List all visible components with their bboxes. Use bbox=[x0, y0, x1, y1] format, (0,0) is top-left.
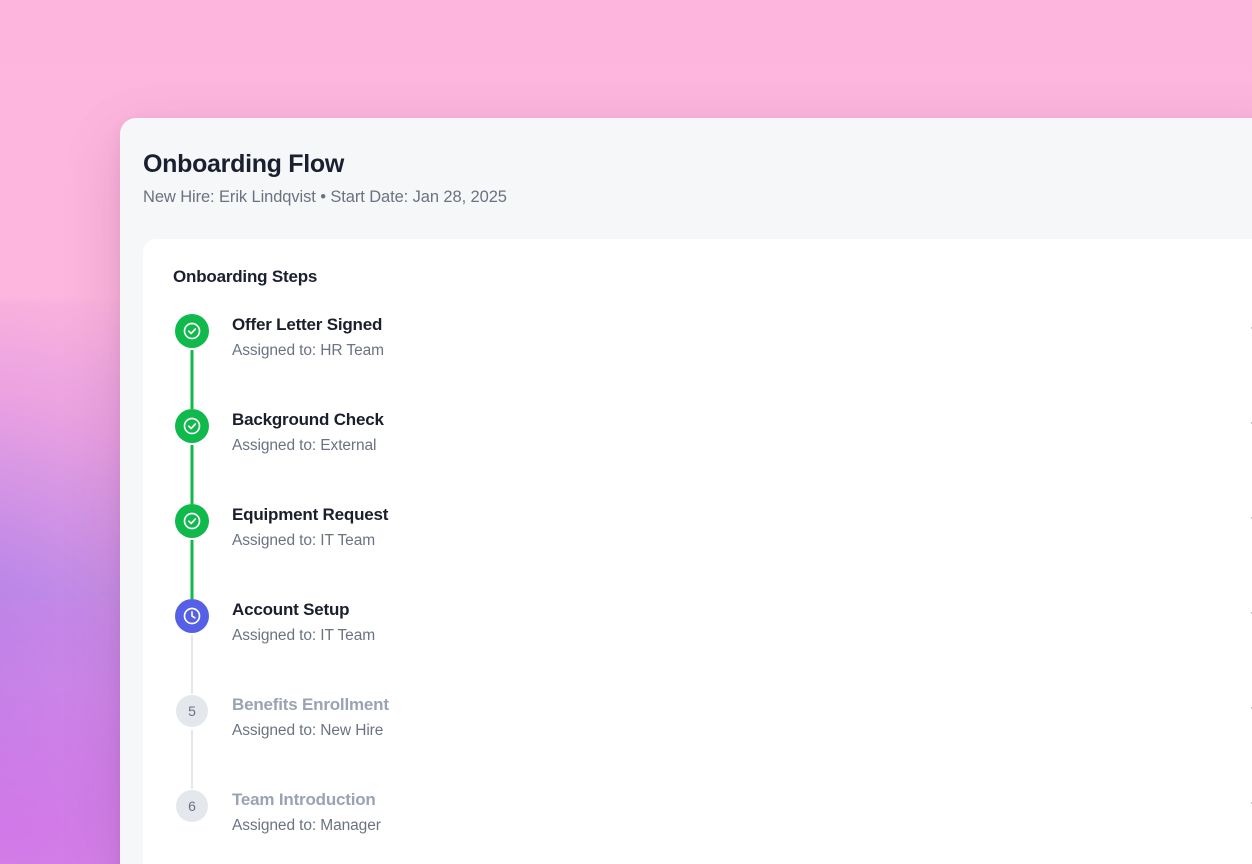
clock-icon bbox=[182, 606, 202, 626]
step-marker-column: 6 bbox=[173, 789, 211, 822]
page-title: Onboarding Flow bbox=[143, 150, 345, 178]
card-header: Onboarding Flow New Hire: Erik Lindqvist… bbox=[120, 118, 1252, 207]
step-connector-line bbox=[191, 635, 193, 694]
step-connector-line bbox=[190, 350, 194, 409]
step-title: Equipment Request bbox=[232, 505, 389, 524]
check-circle-icon bbox=[182, 321, 202, 341]
step-number: 6 bbox=[188, 798, 196, 814]
step-marker-column bbox=[173, 504, 211, 599]
onboarding-card: Onboarding Flow New Hire: Erik Lindqvist… bbox=[120, 118, 1252, 864]
step-title: Offer Letter Signed bbox=[232, 315, 383, 334]
step-connector-line bbox=[190, 445, 194, 504]
step-marker-column bbox=[173, 409, 211, 504]
section-title: Onboarding Steps bbox=[173, 267, 318, 286]
page-subtitle: New Hire: Erik Lindqvist • Start Date: J… bbox=[143, 188, 507, 206]
step-title: Account Setup bbox=[232, 600, 350, 619]
step-body: Offer Letter Signed Assigned to: HR Team bbox=[232, 314, 1251, 360]
step-row[interactable]: 5 Benefits Enrollment Assigned to: New Hir… bbox=[173, 694, 1252, 789]
step-status-marker-done[interactable] bbox=[175, 314, 209, 348]
step-title: Background Check bbox=[232, 410, 384, 429]
step-status-marker-pending[interactable]: 6 bbox=[176, 790, 208, 822]
step-assignee: Assigned to: IT Team bbox=[232, 532, 376, 550]
check-circle-icon bbox=[182, 511, 202, 531]
step-body: Account Setup Assigned to: IT Team bbox=[232, 599, 1251, 645]
step-connector-line bbox=[190, 540, 194, 599]
step-status-marker-done[interactable] bbox=[175, 409, 209, 443]
step-assignee: Assigned to: External bbox=[232, 437, 377, 455]
step-body: Benefits Enrollment Assigned to: New Hire bbox=[232, 694, 1251, 740]
step-body: Background Check Assigned to: External bbox=[232, 409, 1251, 455]
step-status-marker-done[interactable] bbox=[175, 504, 209, 538]
step-status-marker-active[interactable] bbox=[175, 599, 209, 633]
step-marker-column bbox=[173, 314, 211, 409]
step-assignee: Assigned to: HR Team bbox=[232, 342, 384, 360]
check-circle-icon bbox=[182, 416, 202, 436]
step-assignee: Assigned to: New Hire bbox=[232, 722, 384, 740]
step-connector-line bbox=[191, 730, 193, 789]
step-body: Team Introduction Assigned to: Manager bbox=[232, 789, 1251, 835]
step-number: 5 bbox=[188, 703, 196, 719]
step-status-marker-pending[interactable]: 5 bbox=[176, 695, 208, 727]
step-title: Team Introduction bbox=[232, 790, 376, 809]
step-marker-column: 5 bbox=[173, 694, 211, 789]
step-assignee: Assigned to: IT Team bbox=[232, 627, 376, 645]
step-body: Equipment Request Assigned to: IT Team bbox=[232, 504, 1251, 550]
step-assignee: Assigned to: Manager bbox=[232, 817, 381, 835]
step-title: Benefits Enrollment bbox=[232, 695, 389, 714]
steps-panel: Onboarding Steps Offer Letter Signed Assi… bbox=[143, 239, 1252, 864]
step-marker-column bbox=[173, 599, 211, 694]
